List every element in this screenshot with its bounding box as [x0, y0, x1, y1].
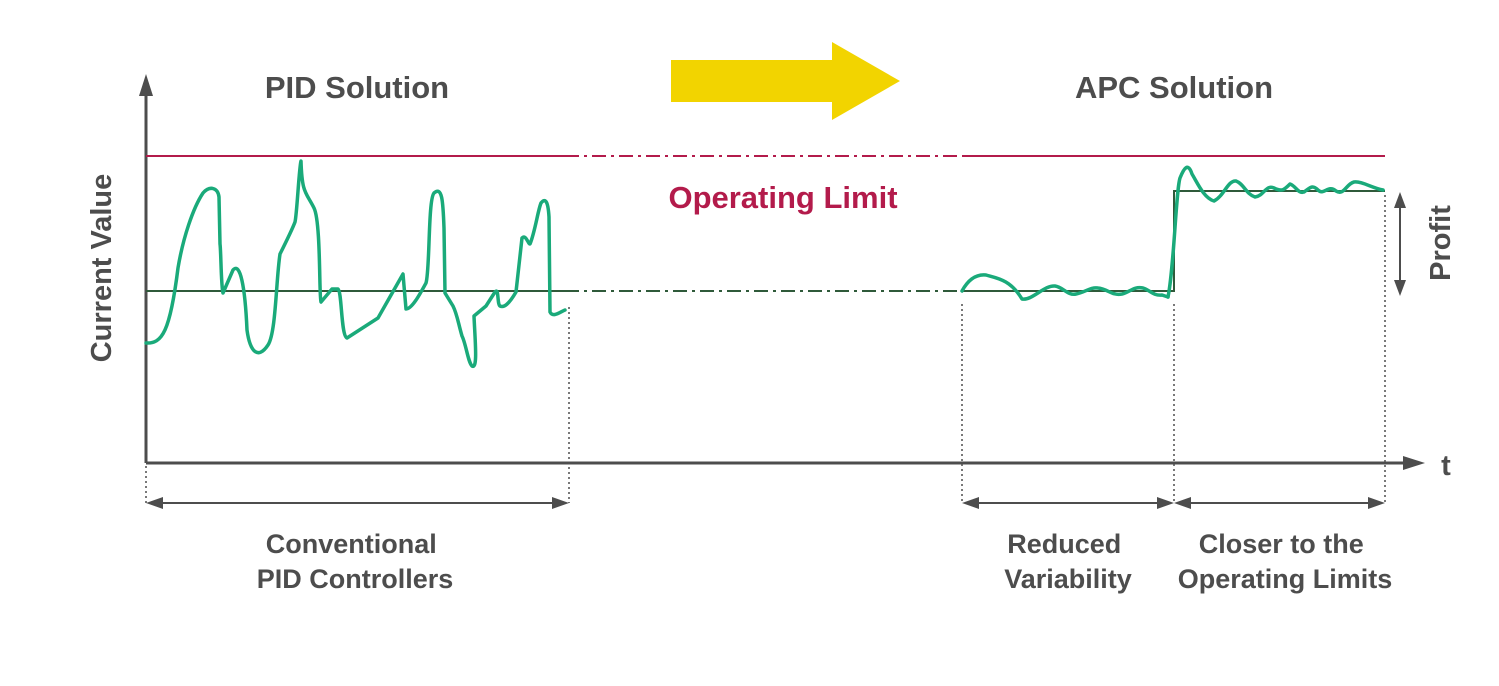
- y-axis-label: Current Value: [86, 174, 118, 363]
- caption-closer-line2: Operating Limits: [1178, 564, 1393, 594]
- apc-reduced-variability-signal: [960, 273, 1170, 301]
- pid-signal-line: [144, 159, 567, 368]
- caption-conventional: Conventional PID Controllers: [257, 529, 454, 594]
- reduced-variability-range-arrow: [962, 497, 1174, 509]
- apc-solution-title: APC Solution: [1075, 70, 1273, 105]
- caption-reduced-line2: Variability: [1004, 564, 1132, 594]
- caption-reduced-variability: Reduced Variability: [1004, 529, 1132, 594]
- caption-closer-line1: Closer to the: [1199, 529, 1364, 559]
- caption-reduced-line1: Reduced: [1007, 529, 1121, 559]
- caption-conventional-line1: Conventional: [266, 529, 437, 559]
- profit-label: Profit: [1425, 205, 1457, 281]
- pid-solution-title: PID Solution: [265, 70, 449, 105]
- right-arrow-icon: [671, 42, 900, 120]
- profit-double-arrow: [1394, 192, 1406, 296]
- apc-closer-to-limit-signal: [1166, 165, 1385, 299]
- caption-conventional-line2: PID Controllers: [257, 564, 454, 594]
- x-axis: [146, 456, 1425, 470]
- section-divider-lines: [145, 195, 1386, 503]
- y-axis: [139, 74, 153, 463]
- operating-limit-label: Operating Limit: [668, 180, 897, 215]
- x-axis-label: t: [1441, 450, 1451, 482]
- closer-to-limits-range-arrow: [1174, 497, 1385, 509]
- caption-closer-to-limits: Closer to the Operating Limits: [1178, 529, 1393, 594]
- conventional-range-arrow: [146, 497, 569, 509]
